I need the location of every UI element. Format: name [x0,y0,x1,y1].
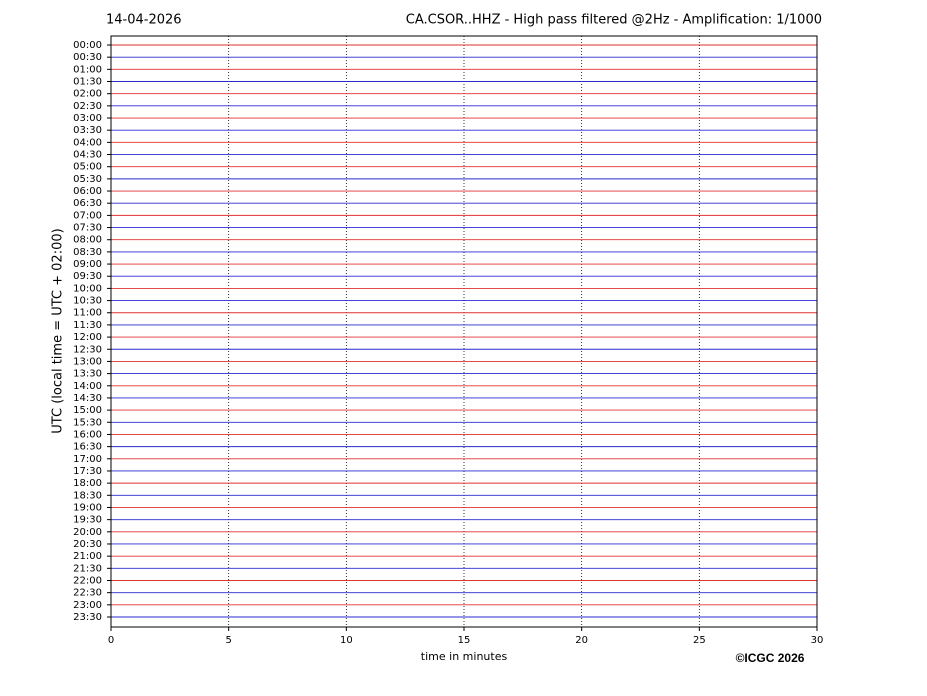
y-tick-label: 15:30 [73,417,102,428]
y-tick-label: 17:00 [73,454,102,465]
y-tick-label: 00:00 [73,40,102,51]
y-tick-label: 21:00 [73,551,102,562]
y-tick-label: 10:30 [73,296,102,307]
y-tick-label: 13:00 [73,356,102,367]
y-tick-label: 19:30 [73,515,102,526]
y-tick-label: 16:00 [73,429,102,440]
x-tick-label: 5 [225,635,231,646]
y-tick-label: 07:30 [73,223,102,234]
y-tick-label: 01:30 [73,77,102,88]
y-tick-label: 12:30 [73,344,102,355]
x-tick-label: 30 [811,635,824,646]
y-tick-label: 13:30 [73,369,102,380]
credit: ©ICGC 2026 [736,651,805,665]
chart-title: CA.CSOR..HHZ - High pass filtered @2Hz -… [406,13,822,28]
x-tick-label: 25 [693,635,706,646]
y-tick-label: 05:00 [73,162,102,173]
y-tick-label: 12:00 [73,332,102,343]
x-tick-label: 10 [340,635,353,646]
y-tick-label: 11:00 [73,308,102,319]
y-tick-label: 22:00 [73,575,102,586]
y-tick-label: 23:30 [73,612,102,623]
y-tick-label: 08:30 [73,247,102,258]
y-tick-label: 15:00 [73,405,102,416]
y-tick-label: 08:00 [73,235,102,246]
y-tick-label: 09:00 [73,259,102,270]
y-tick-label: 19:00 [73,502,102,513]
y-tick-label: 14:30 [73,393,102,404]
y-tick-label: 06:30 [73,198,102,209]
y-tick-label: 00:30 [73,52,102,63]
y-tick-label: 01:00 [73,64,102,75]
y-tick-label: 16:30 [73,442,102,453]
y-tick-label: 04:30 [73,150,102,161]
y-tick-label: 11:30 [73,320,102,331]
y-tick-label: 23:00 [73,600,102,611]
y-tick-label: 22:30 [73,588,102,599]
y-tick-label: 09:30 [73,271,102,282]
y-tick-label: 21:30 [73,563,102,574]
x-tick-label: 15 [458,635,471,646]
plot-area [111,36,817,627]
y-tick-label: 02:00 [73,89,102,100]
y-tick-label: 20:30 [73,539,102,550]
y-tick-label: 07:00 [73,210,102,221]
y-tick-label: 06:00 [73,186,102,197]
y-tick-label: 02:30 [73,101,102,112]
y-tick-label: 20:00 [73,527,102,538]
y-axis-label: UTC (local time = UTC + 02:00) [51,228,66,433]
y-tick-label: 10:00 [73,283,102,294]
date-title: 14-04-2026 [106,13,182,28]
y-tick-label: 03:00 [73,113,102,124]
y-tick-label: 05:30 [73,174,102,185]
y-tick-label: 18:30 [73,490,102,501]
y-tick-label: 04:00 [73,137,102,148]
y-tick-label: 03:30 [73,125,102,136]
x-tick-label: 20 [575,635,588,646]
x-axis-label: time in minutes [421,650,508,663]
x-tick-label: 0 [108,635,114,646]
y-tick-label: 17:30 [73,466,102,477]
y-tick-label: 18:00 [73,478,102,489]
y-tick-label: 14:00 [73,381,102,392]
plot-frame [110,35,818,628]
